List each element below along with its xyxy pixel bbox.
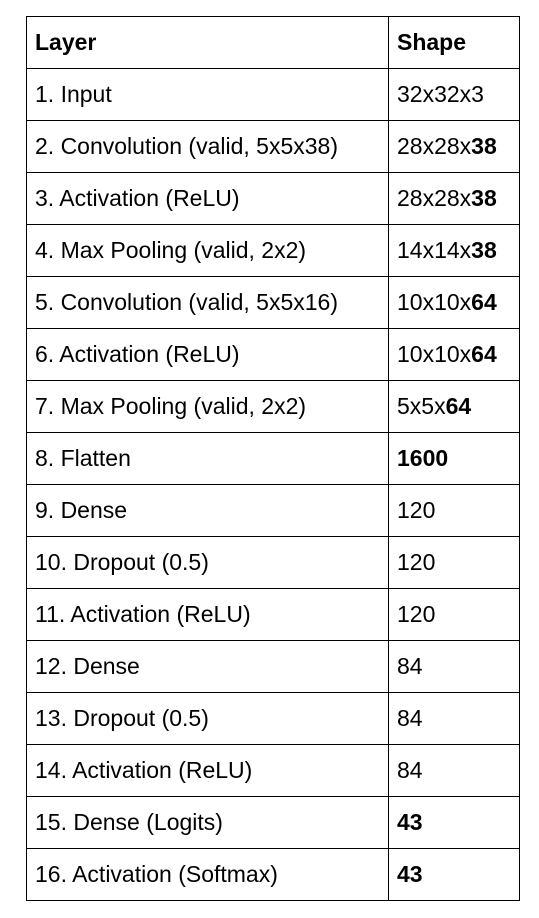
shape-text: 5x5x (397, 393, 446, 419)
shape-cell: 10x10x64 (388, 328, 520, 381)
shape-bold-text: 38 (471, 185, 497, 211)
shape-bold-text: 43 (397, 861, 423, 887)
table-row: 4. Max Pooling (valid, 2x2) 14x14x38 (26, 224, 520, 277)
shape-text: 32x32x3 (397, 81, 484, 107)
table-row: 1. Input 32x32x3 (26, 68, 520, 121)
table-row: 9. Dense 120 (26, 484, 520, 537)
shape-cell: 5x5x64 (388, 380, 520, 433)
shape-text: 84 (397, 705, 423, 731)
layer-cell: 16. Activation (Softmax) (26, 848, 389, 901)
table-row: 7. Max Pooling (valid, 2x2) 5x5x64 (26, 380, 520, 433)
table-row: 16. Activation (Softmax) 43 (26, 848, 520, 901)
shape-text: 14x14x (397, 237, 472, 263)
shape-bold-text: 43 (397, 809, 423, 835)
shape-text: 84 (397, 653, 423, 679)
shape-cell: 84 (388, 640, 520, 693)
table-row: 11. Activation (ReLU) 120 (26, 588, 520, 641)
layer-cell: 7. Max Pooling (valid, 2x2) (26, 380, 389, 433)
table-row: 13. Dropout (0.5) 84 (26, 692, 520, 745)
shape-bold-text: 64 (445, 393, 472, 419)
shape-cell: 32x32x3 (388, 68, 520, 121)
layer-cell: 14. Activation (ReLU) (26, 744, 389, 797)
shape-text: 120 (397, 497, 436, 523)
table-row: 6. Activation (ReLU) 10x10x64 (26, 328, 520, 381)
layer-column-header: Layer (26, 16, 389, 69)
table-body: 1. Input 32x32x3 2. Convolution (valid, … (26, 68, 520, 901)
shape-bold-text: 38 (471, 133, 497, 159)
shape-bold-text: 64 (471, 341, 497, 367)
shape-text: 28x28x (397, 133, 472, 159)
layer-cell: 12. Dense (26, 640, 389, 693)
layer-cell: 5. Convolution (valid, 5x5x16) (26, 276, 389, 329)
shape-cell: 120 (388, 484, 520, 537)
layer-cell: 15. Dense (Logits) (26, 796, 389, 849)
layer-cell: 13. Dropout (0.5) (26, 692, 389, 745)
shape-cell: 28x28x38 (388, 172, 520, 225)
shape-bold-text: 38 (471, 237, 497, 263)
header-row: Layer Shape (26, 16, 520, 69)
table-row: 3. Activation (ReLU) 28x28x38 (26, 172, 520, 225)
table-row: 2. Convolution (valid, 5x5x38) 28x28x38 (26, 120, 520, 173)
shape-cell: 84 (388, 692, 520, 745)
layer-cell: 3. Activation (ReLU) (26, 172, 389, 225)
layer-cell: 11. Activation (ReLU) (26, 588, 389, 641)
table-row: 10. Dropout (0.5) 120 (26, 536, 520, 589)
shape-cell: 1600 (388, 432, 520, 485)
shape-cell: 84 (388, 744, 520, 797)
shape-column-header: Shape (388, 16, 520, 69)
table-row: 15. Dense (Logits) 43 (26, 796, 520, 849)
shape-cell: 14x14x38 (388, 224, 520, 277)
table-row: 12. Dense 84 (26, 640, 520, 693)
shape-text: 28x28x (397, 185, 472, 211)
shape-text: 10x10x (397, 289, 472, 315)
layer-cell: 2. Convolution (valid, 5x5x38) (26, 120, 389, 173)
layer-shape-table: Layer Shape 1. Input 32x32x3 2. Convolut… (26, 16, 520, 901)
shape-cell: 10x10x64 (388, 276, 520, 329)
shape-cell: 120 (388, 536, 520, 589)
table-row: 8. Flatten 1600 (26, 432, 520, 485)
shape-text: 120 (397, 549, 436, 575)
shape-cell: 43 (388, 796, 520, 849)
shape-text: 10x10x (397, 341, 472, 367)
shape-text: 120 (397, 601, 436, 627)
layer-cell: 6. Activation (ReLU) (26, 328, 389, 381)
shape-text: 84 (397, 757, 423, 783)
shape-bold-text: 1600 (397, 445, 449, 471)
table-row: 5. Convolution (valid, 5x5x16) 10x10x64 (26, 276, 520, 329)
shape-cell: 120 (388, 588, 520, 641)
shape-bold-text: 64 (471, 289, 497, 315)
layer-cell: 4. Max Pooling (valid, 2x2) (26, 224, 389, 277)
layer-cell: 1. Input (26, 68, 389, 121)
shape-cell: 43 (388, 848, 520, 901)
shape-cell: 28x28x38 (388, 120, 520, 173)
layer-cell: 10. Dropout (0.5) (26, 536, 389, 589)
layer-cell: 8. Flatten (26, 432, 389, 485)
table-row: 14. Activation (ReLU) 84 (26, 744, 520, 797)
layer-cell: 9. Dense (26, 484, 389, 537)
